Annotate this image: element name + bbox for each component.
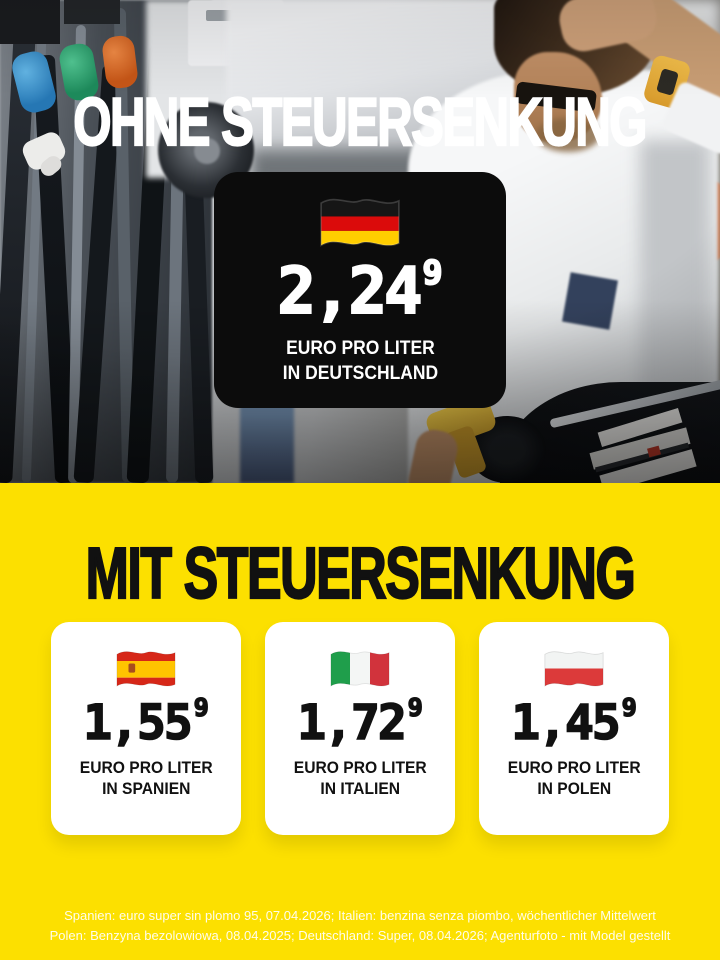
pump-head	[64, 0, 120, 24]
price-superscript: 9	[621, 693, 638, 723]
price-superscript: 9	[193, 693, 210, 723]
price-value: 1,45	[510, 695, 621, 751]
wheel-hub	[194, 138, 220, 164]
unit-line1: EURO PRO LITER	[79, 758, 213, 777]
price-card-germany: 2,249 EURO PRO LITER IN DEUTSCHLAND	[214, 172, 506, 408]
footer-source-line-1: Spanien: euro super sin plomo 95, 07.04.…	[64, 908, 656, 923]
poland-flag-icon	[544, 651, 604, 687]
price-germany: 2,249	[276, 255, 443, 325]
beard-shadow	[536, 118, 600, 152]
source-footer: Spanien: euro super sin plomo 95, 07.04.…	[0, 906, 720, 946]
jeans-knee	[240, 398, 294, 483]
machine-vent	[206, 10, 236, 21]
footer-source-line-2: Polen: Benzyna bezolowiowa, 08.04.2025; …	[49, 928, 671, 943]
unit-line1: EURO PRO LITER	[293, 758, 427, 777]
price-superscript: 9	[407, 693, 424, 723]
unit-label: EURO PRO LITER IN SPANIEN	[80, 757, 213, 799]
pump-head	[0, 0, 60, 44]
price-value: 1,72	[296, 695, 407, 751]
spain-flag-icon	[116, 651, 176, 687]
gas-station-photo	[0, 0, 720, 483]
price-card-italy: 1,72 9 EURO PRO LITER IN ITALIEN	[265, 622, 455, 835]
price-value: 1,55	[82, 695, 193, 751]
price-card-poland: 1,45 9 EURO PRO LITER IN POLEN	[479, 622, 669, 835]
germany-flag-icon	[320, 198, 400, 247]
bottom-headline-row: MIT STEUERSENKUNG	[0, 534, 720, 614]
unit-line1: EURO PRO LITER	[285, 338, 435, 359]
price-superscript: 9	[422, 253, 444, 293]
unit-line2: IN SPANIEN	[101, 779, 191, 798]
price-value: 2,24	[276, 255, 423, 329]
bottom-headline: MIT STEUERSENKUNG	[85, 534, 637, 614]
unit-label: EURO PRO LITER IN ITALIEN	[294, 757, 427, 799]
shirt-fold-shadow	[640, 140, 710, 400]
price-poland: 1,45 9	[510, 694, 637, 748]
unit-line2: IN DEUTSCHLAND	[282, 363, 438, 384]
price-italy: 1,72 9	[296, 694, 423, 748]
italy-flag-icon	[330, 651, 390, 687]
unit-label: EURO PRO LITER IN DEUTSCHLAND	[282, 336, 437, 386]
unit-line2: IN POLEN	[537, 779, 611, 798]
unit-label: EURO PRO LITER IN POLEN	[508, 757, 641, 799]
price-spain: 1,55 9	[82, 694, 209, 748]
country-cards-row: 1,55 9 EURO PRO LITER IN SPANIEN 1,72 9 EU…	[51, 622, 669, 835]
price-card-spain: 1,55 9 EURO PRO LITER IN SPANIEN	[51, 622, 241, 835]
unit-line1: EURO PRO LITER	[507, 758, 641, 777]
unit-line2: IN ITALIEN	[320, 779, 400, 798]
